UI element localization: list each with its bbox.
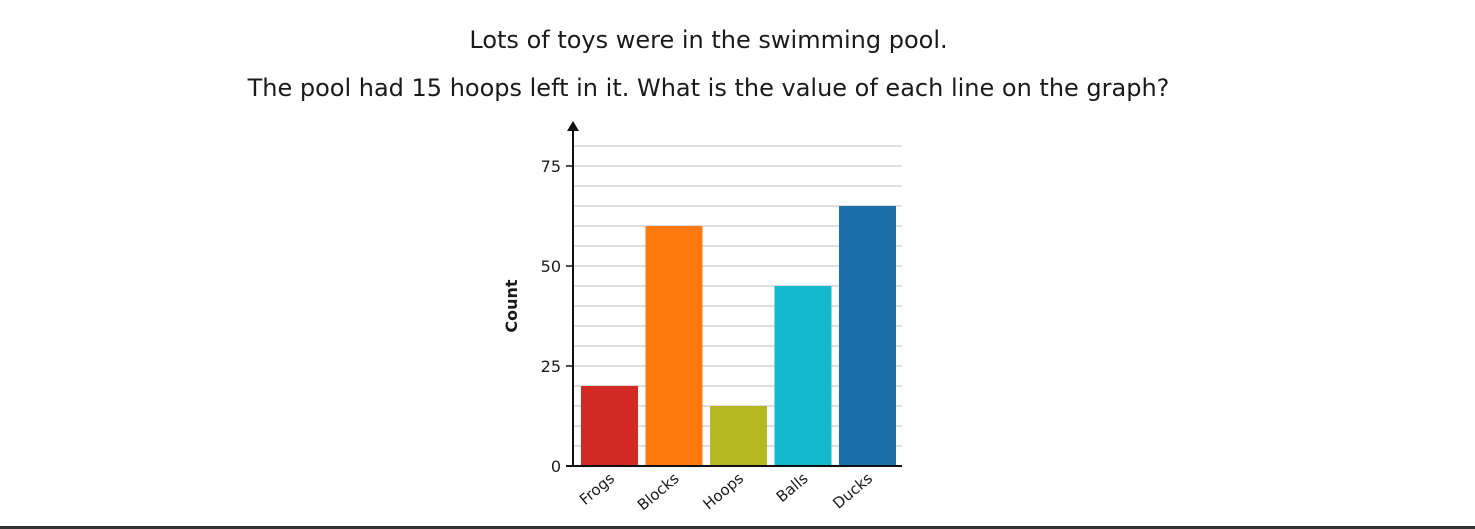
bottom-edge-strip: [0, 526, 1475, 529]
y-tick-label: 0: [551, 457, 561, 476]
bar-balls: [774, 286, 832, 466]
x-tick-labels: Frogs Blocks Hoops Balls Ducks: [576, 469, 876, 514]
y-axis-arrow-icon: [567, 121, 579, 131]
y-axis-title: Count: [502, 279, 521, 333]
y-tick-labels: 0 25 50 75: [541, 157, 573, 476]
bar-hoops: [710, 406, 767, 466]
x-tick-label: Frogs: [576, 469, 618, 509]
x-tick-label: Balls: [773, 469, 812, 506]
bars: [581, 206, 896, 466]
question-line-1: Lots of toys were in the swimming pool.: [469, 26, 948, 54]
bar-ducks: [839, 206, 896, 466]
y-tick-label: 25: [541, 357, 561, 376]
bar-blocks: [645, 226, 703, 466]
y-tick-label: 50: [541, 257, 561, 276]
question-line-2: The pool had 15 hoops left in it. What i…: [247, 74, 1170, 102]
x-tick-label: Ducks: [829, 469, 876, 512]
bar-frogs: [581, 386, 638, 466]
axes: [566, 121, 902, 467]
x-tick-label: Blocks: [634, 469, 683, 514]
y-tick-label: 75: [541, 157, 561, 176]
x-tick-label: Hoops: [700, 469, 748, 513]
